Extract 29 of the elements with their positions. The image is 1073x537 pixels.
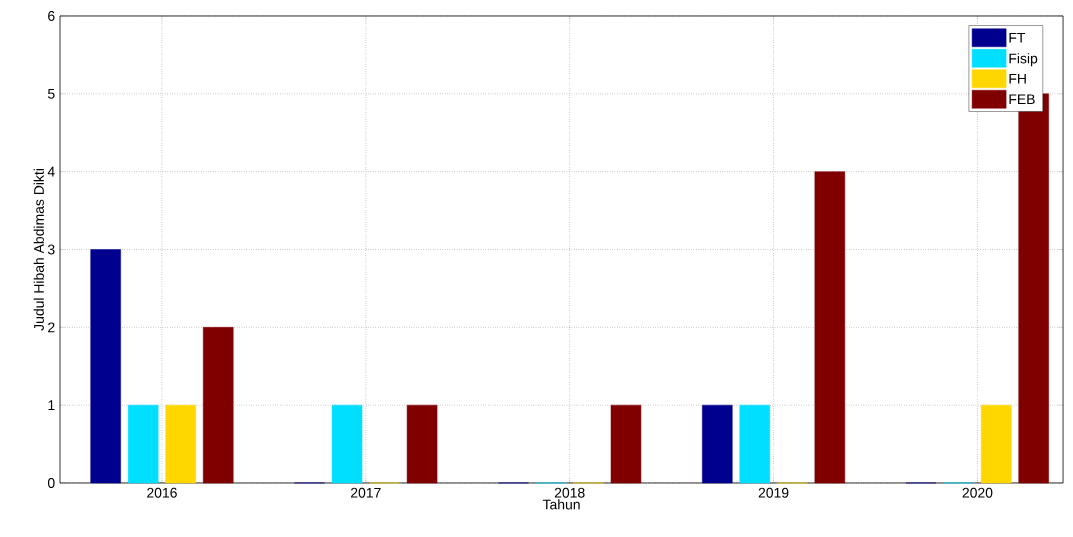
bar xyxy=(202,327,234,484)
bar xyxy=(702,404,733,484)
x-axis-title: Tahun xyxy=(542,499,580,510)
bar xyxy=(127,404,159,484)
y-tick-label: 5 xyxy=(47,88,55,99)
bar xyxy=(331,404,363,484)
bar xyxy=(980,404,1012,484)
bar xyxy=(610,404,642,484)
bar xyxy=(406,404,438,484)
bar xyxy=(165,404,196,484)
x-tick-label: 2020 xyxy=(962,487,993,498)
legend-label: FT xyxy=(1009,32,1026,43)
bar xyxy=(739,404,771,484)
bar xyxy=(814,171,846,484)
y-tick-label: 3 xyxy=(47,244,55,255)
legend-label: Fisip xyxy=(1009,53,1038,67)
y-tick-label: 1 xyxy=(48,400,55,410)
legend-label: FH xyxy=(1009,73,1026,84)
x-tick-label: 2017 xyxy=(351,487,381,498)
x-tick-label: 2019 xyxy=(758,487,789,498)
y-tick-label: 2 xyxy=(48,322,55,333)
y-tick-label: 0 xyxy=(47,478,55,488)
y-tick-label: 4 xyxy=(47,166,55,177)
x-tick-label: 2016 xyxy=(147,487,177,498)
bar xyxy=(90,249,121,484)
y-axis-title: Judul Hibah Abdimas Dikti xyxy=(33,169,44,331)
y-tick-label: 6 xyxy=(48,11,55,21)
x-tick-label: 2018 xyxy=(554,487,585,498)
legend-label: FEB xyxy=(1009,94,1035,105)
